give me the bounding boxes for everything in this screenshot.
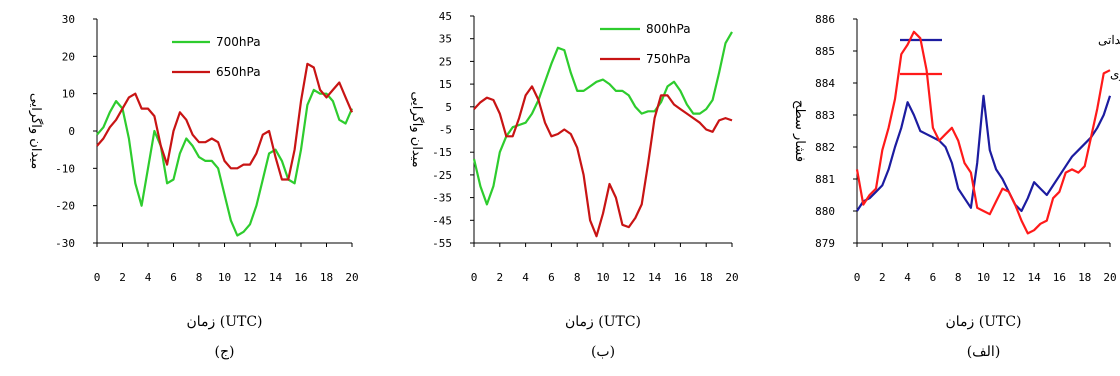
- x-tick-label: 6: [930, 271, 937, 284]
- y-tick-label: -35: [432, 192, 452, 205]
- x-tick-label: 12: [1002, 271, 1015, 284]
- x-tick-label: 4: [522, 271, 529, 284]
- x-tick-label: 14: [269, 271, 283, 284]
- x-tick-label: 2: [496, 271, 503, 284]
- x-tick-label: 6: [170, 271, 177, 284]
- x-tick-label: 16: [294, 271, 307, 284]
- x-tick-label: 14: [648, 271, 662, 284]
- x-tick-label: 8: [574, 271, 581, 284]
- x-axis-title: زمان (UTC): [186, 314, 262, 330]
- y-tick-label: 25: [439, 55, 452, 68]
- y-axis-title: فشار سطح: [792, 100, 807, 162]
- y-tick-label: -45: [432, 214, 452, 227]
- x-tick-label: 10: [977, 271, 990, 284]
- y-axis-title: میدان واگرایی: [409, 91, 425, 167]
- y-tick-label: 883: [815, 109, 835, 122]
- legend-label: 750hPa: [646, 52, 691, 66]
- x-tick-label: 14: [1027, 271, 1041, 284]
- y-tick-label: 882: [815, 141, 835, 154]
- y-tick-label: 886: [815, 13, 835, 26]
- x-tick-label: 6: [548, 271, 555, 284]
- chart-caption: (الف): [967, 344, 1001, 360]
- x-tick-label: 2: [119, 271, 126, 284]
- x-tick-label: 16: [674, 271, 687, 284]
- x-tick-label: 0: [854, 271, 861, 284]
- chart-2: 879 880 881 882 883 884 885 886 0 2 4 6 8 10 12 14 16 18 2…: [792, 13, 1120, 360]
- y-tick-label: 885: [815, 45, 835, 58]
- chart-0: -30 -20 -10 0 10 20 30 0 2 4 6 8 10 12 14 16 18 20 700hPa 6…: [28, 13, 359, 360]
- x-tick-label: 10: [596, 271, 609, 284]
- x-tick-label: 4: [904, 271, 911, 284]
- x-tick-label: 16: [1053, 271, 1066, 284]
- chart-caption: (ب): [591, 344, 615, 360]
- y-tick-label: 880: [815, 205, 835, 218]
- y-tick-label: 35: [439, 33, 452, 46]
- series-line-1: [473, 85, 733, 238]
- x-tick-label: 4: [145, 271, 152, 284]
- x-tick-label: 18: [700, 271, 713, 284]
- y-tick-label: 15: [439, 78, 452, 91]
- x-tick-label: 12: [622, 271, 635, 284]
- legend-label: 800hPa: [646, 22, 691, 36]
- x-tick-label: 20: [345, 271, 358, 284]
- x-tick-label: 20: [725, 271, 738, 284]
- y-tick-label: -10: [55, 162, 75, 175]
- y-tick-label: 0: [68, 125, 75, 138]
- legend-label: فشار مشاهداتی: [1098, 33, 1120, 47]
- x-tick-label: 18: [320, 271, 333, 284]
- x-tick-label: 20: [1103, 271, 1116, 284]
- x-tick-label: 18: [1078, 271, 1091, 284]
- y-tick-label: 884: [815, 77, 835, 90]
- y-tick-label: -30: [55, 237, 75, 250]
- x-axis-title: زمان (UTC): [565, 314, 641, 330]
- chart-caption: (ج): [215, 344, 235, 360]
- y-tick-label: -25: [432, 169, 452, 182]
- x-tick-label: 8: [196, 271, 203, 284]
- y-tick-label: 881: [815, 173, 835, 186]
- y-tick-label: 879: [815, 237, 835, 250]
- series-line-1: [855, 30, 1111, 235]
- series-line-1: [96, 62, 354, 181]
- series-line-0: [96, 88, 354, 237]
- x-tick-label: 0: [471, 271, 478, 284]
- x-tick-label: 12: [243, 271, 256, 284]
- x-tick-label: 0: [94, 271, 101, 284]
- x-tick-label: 10: [218, 271, 231, 284]
- y-tick-label: 10: [62, 88, 75, 101]
- legend-label: 700hPa: [216, 35, 261, 49]
- y-tick-label: -55: [432, 237, 452, 250]
- y-tick-label: 5: [445, 101, 452, 114]
- x-tick-label: 2: [879, 271, 886, 284]
- y-axis-title: میدان واگرایی: [28, 93, 44, 169]
- x-axis-title: زمان (UTC): [945, 314, 1021, 330]
- y-tick-label: -20: [55, 200, 75, 213]
- y-tick-label: -5: [439, 124, 452, 137]
- y-tick-label: 45: [439, 10, 452, 23]
- legend-label: 650hPa: [216, 65, 261, 79]
- y-tick-label: 20: [62, 50, 75, 63]
- y-tick-label: -15: [432, 146, 452, 159]
- x-tick-label: 8: [955, 271, 962, 284]
- series-line-0: [856, 94, 1112, 213]
- y-tick-label: 30: [62, 13, 75, 26]
- legend-label: فشار شبیه سازی: [1110, 67, 1120, 81]
